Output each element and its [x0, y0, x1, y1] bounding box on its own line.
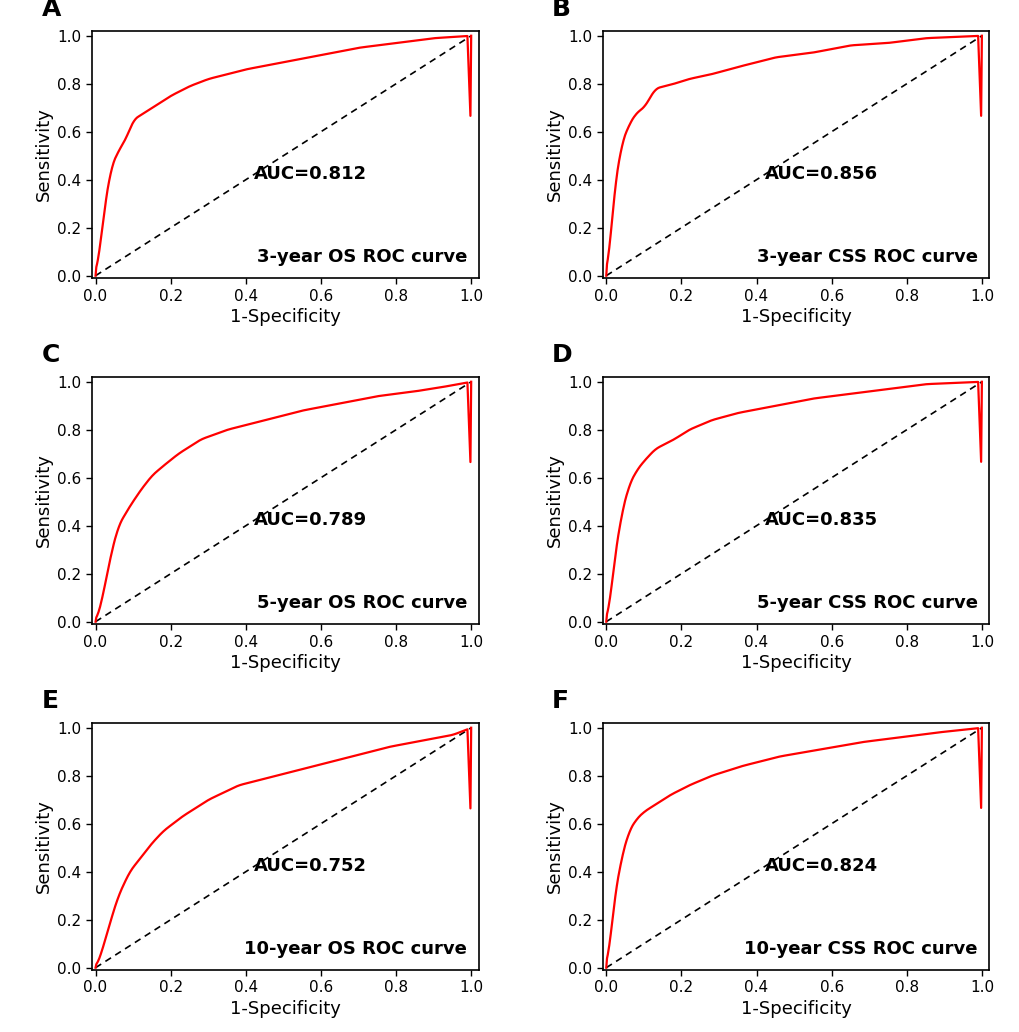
Text: 5-year CSS ROC curve: 5-year CSS ROC curve: [756, 593, 977, 612]
Text: 10-year CSS ROC curve: 10-year CSS ROC curve: [744, 940, 977, 958]
X-axis label: 1-Specificity: 1-Specificity: [229, 653, 340, 672]
X-axis label: 1-Specificity: 1-Specificity: [229, 1000, 340, 1018]
Text: F: F: [551, 689, 569, 713]
Y-axis label: Sensitivity: Sensitivity: [35, 800, 53, 894]
Y-axis label: Sensitivity: Sensitivity: [35, 454, 53, 547]
Text: C: C: [42, 343, 60, 367]
X-axis label: 1-Specificity: 1-Specificity: [229, 308, 340, 326]
X-axis label: 1-Specificity: 1-Specificity: [740, 308, 851, 326]
Text: AUC=0.789: AUC=0.789: [254, 511, 367, 529]
Text: AUC=0.835: AUC=0.835: [764, 511, 877, 529]
Text: D: D: [551, 343, 573, 367]
Text: 3-year CSS ROC curve: 3-year CSS ROC curve: [756, 248, 977, 266]
Text: AUC=0.824: AUC=0.824: [764, 858, 877, 875]
Y-axis label: Sensitivity: Sensitivity: [35, 107, 53, 201]
Y-axis label: Sensitivity: Sensitivity: [545, 454, 564, 547]
Text: B: B: [551, 0, 571, 21]
Text: 10-year OS ROC curve: 10-year OS ROC curve: [244, 940, 467, 958]
Y-axis label: Sensitivity: Sensitivity: [545, 107, 564, 201]
Text: AUC=0.856: AUC=0.856: [764, 165, 877, 184]
Text: AUC=0.752: AUC=0.752: [254, 858, 367, 875]
X-axis label: 1-Specificity: 1-Specificity: [740, 1000, 851, 1018]
X-axis label: 1-Specificity: 1-Specificity: [740, 653, 851, 672]
Text: AUC=0.812: AUC=0.812: [254, 165, 367, 184]
Y-axis label: Sensitivity: Sensitivity: [545, 800, 564, 894]
Text: A: A: [42, 0, 61, 21]
Text: 5-year OS ROC curve: 5-year OS ROC curve: [257, 593, 467, 612]
Text: E: E: [42, 689, 58, 713]
Text: 3-year OS ROC curve: 3-year OS ROC curve: [257, 248, 467, 266]
